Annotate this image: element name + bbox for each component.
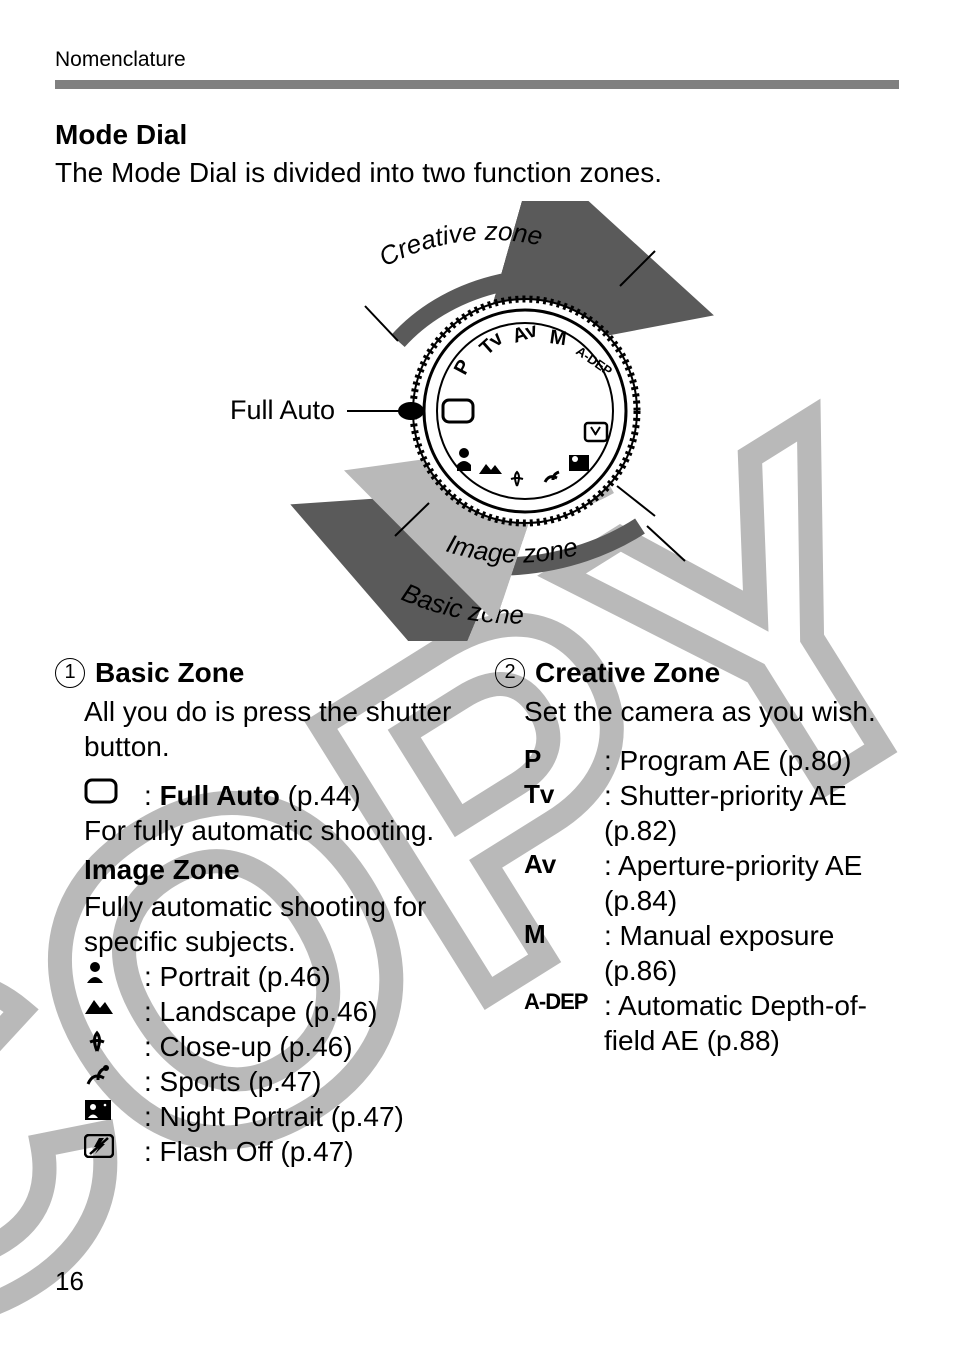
mode-dial: []: [398, 299, 637, 523]
list-item-label: : Aperture-priority AE (p.84): [604, 848, 899, 918]
mode-symbol-tv: Tv: [524, 778, 604, 812]
basic-zone-heading: 1 Basic Zone: [55, 655, 459, 690]
night-portrait-icon: [84, 1099, 144, 1121]
creative-zone-column: 2 Creative Zone Set the camera as you wi…: [495, 655, 899, 1169]
list-item: : Close-up (p.46): [84, 1029, 459, 1064]
creative-zone-heading: 2 Creative Zone: [495, 655, 899, 690]
list-item-label: : Automatic Depth-of-field AE (p.88): [604, 988, 899, 1058]
portrait-icon: [84, 959, 144, 985]
list-item-label: : Landscape (p.46): [144, 994, 459, 1029]
page-number: 16: [55, 1266, 84, 1297]
diagram-tick: [395, 503, 429, 536]
list-item-label: : Program AE (p.80): [604, 743, 899, 778]
list-item: P : Program AE (p.80): [524, 743, 899, 778]
list-item-label: : Night Portrait (p.47): [144, 1099, 459, 1134]
header-rule: [55, 80, 899, 89]
zone-columns: 1 Basic Zone All you do is press the shu…: [55, 655, 899, 1169]
circled-number-1: 1: [55, 658, 85, 688]
list-item-label: : Close-up (p.46): [144, 1029, 459, 1064]
intro-text: The Mode Dial is divided into two functi…: [55, 157, 899, 189]
list-item: : Flash Off (p.47): [84, 1134, 459, 1169]
dial-mode-m: M: [548, 326, 568, 350]
circled-number-2: 2: [495, 658, 525, 688]
list-item: : Portrait (p.46): [84, 959, 459, 994]
list-item: A-DEP : Automatic Depth-of-field AE (p.8…: [524, 988, 899, 1058]
list-item-label: : Flash Off (p.47): [144, 1134, 459, 1169]
diagram-tick: [365, 306, 398, 341]
list-item-label: : Manual exposure (p.86): [604, 918, 899, 988]
list-item: : Sports (p.47): [84, 1064, 459, 1099]
full-auto-desc: For fully automatic shooting.: [84, 813, 459, 848]
mode-symbol-av: Av: [524, 848, 604, 882]
full-auto-text: : Full Auto (p.44): [144, 778, 459, 813]
basic-zone-label: Basic zone: [398, 577, 524, 630]
list-item: Tv : Shutter-priority AE (p.82): [524, 778, 899, 848]
closeup-icon: [84, 1029, 144, 1055]
landscape-icon: [84, 994, 144, 1016]
flash-off-icon: [84, 1134, 144, 1158]
list-item: Av : Aperture-priority AE (p.84): [524, 848, 899, 918]
list-item: M : Manual exposure (p.86): [524, 918, 899, 988]
sports-icon: [84, 1064, 144, 1088]
mode-symbol-m: M: [524, 918, 604, 952]
basic-zone-desc: All you do is press the shutter button.: [84, 694, 459, 764]
full-auto-pointer-label: Full Auto: [230, 395, 335, 425]
diagram-tick: [647, 526, 685, 561]
content: Nomenclature Mode Dial The Mode Dial is …: [0, 0, 954, 1169]
basic-zone-title: Basic Zone: [95, 655, 244, 690]
list-item: : Night Portrait (p.47): [84, 1099, 459, 1134]
diagram-tick: [617, 486, 655, 516]
list-item: : Landscape (p.46): [84, 994, 459, 1029]
list-item-label: : Portrait (p.46): [144, 959, 459, 994]
mode-dial-diagram: Creative zone Basic zone Image zone Full…: [55, 201, 899, 641]
list-item-label: : Shutter-priority AE (p.82): [604, 778, 899, 848]
creative-zone-desc: Set the camera as you wish.: [524, 694, 899, 729]
creative-zone-title: Creative Zone: [535, 655, 720, 690]
full-auto-icon: [84, 778, 144, 804]
full-auto-row: : Full Auto (p.44): [84, 778, 459, 813]
header-label: Nomenclature: [55, 48, 899, 72]
page: COPY Nomenclature Mode Dial The Mode Dia…: [0, 0, 954, 1345]
image-zone-title: Image Zone: [84, 852, 459, 887]
dial-pointer: [398, 402, 424, 420]
basic-zone-column: 1 Basic Zone All you do is press the shu…: [55, 655, 459, 1169]
mode-symbol-adep: A-DEP: [524, 988, 604, 1017]
image-zone-desc: Fully automatic shooting for specific su…: [84, 889, 459, 959]
creative-zone-label: Creative zone: [374, 216, 545, 272]
list-item-label: : Sports (p.47): [144, 1064, 459, 1099]
section-title: Mode Dial: [55, 119, 899, 151]
mode-symbol-p: P: [524, 743, 604, 777]
diagram-tick: [620, 251, 655, 286]
